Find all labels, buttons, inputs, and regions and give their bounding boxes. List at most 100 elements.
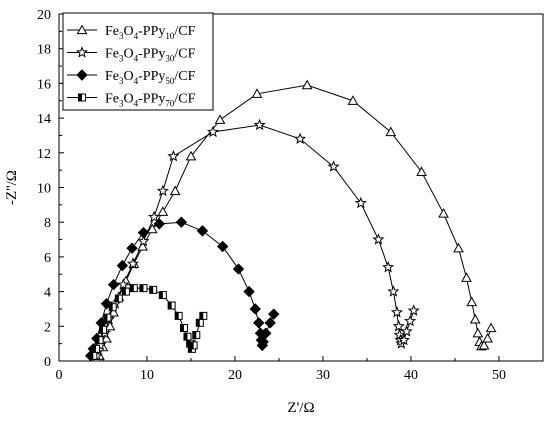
y-tick-label: 8 xyxy=(44,216,51,231)
data-point xyxy=(157,206,169,216)
legend-marker xyxy=(76,24,88,35)
data-point xyxy=(174,311,183,320)
series-markers xyxy=(84,79,497,362)
data-point xyxy=(149,285,158,294)
data-point xyxy=(103,313,112,322)
legend-marker xyxy=(75,46,89,58)
x-tick-label: 20 xyxy=(228,368,242,383)
data-point xyxy=(167,301,176,310)
legend-label: Fe3O4-PPy50/CF xyxy=(105,69,196,86)
data-point xyxy=(196,225,209,237)
y-tick-label: 10 xyxy=(37,182,51,197)
x-tick-label: 10 xyxy=(140,368,154,383)
data-point xyxy=(108,303,117,312)
data-point xyxy=(466,296,478,307)
legend-item: Fe3O4-PPy30/CF xyxy=(67,46,196,64)
data-point xyxy=(253,317,265,329)
data-point xyxy=(137,234,150,247)
data-point xyxy=(482,332,493,343)
y-tick-label: 0 xyxy=(44,355,51,370)
data-point xyxy=(158,291,167,300)
plot-area xyxy=(58,13,544,362)
data-point xyxy=(192,330,201,339)
x-tick-label: 50 xyxy=(492,368,506,383)
data-point xyxy=(153,218,166,230)
data-point xyxy=(400,325,413,337)
data-point xyxy=(354,196,367,209)
data-point xyxy=(397,333,410,346)
data-point xyxy=(385,126,397,137)
data-point xyxy=(416,166,427,176)
data-point xyxy=(129,284,138,293)
data-point xyxy=(249,303,261,315)
data-point xyxy=(453,242,464,253)
data-point xyxy=(260,327,272,339)
data-point xyxy=(91,344,100,353)
data-point xyxy=(185,150,197,161)
x-axis-label: Z'/Ω xyxy=(287,400,314,416)
legend-item: Fe3O4-PPy50/CF xyxy=(67,69,196,86)
data-point xyxy=(126,257,139,269)
data-point xyxy=(485,322,497,333)
data-point xyxy=(189,341,198,350)
data-point xyxy=(183,332,192,341)
data-point xyxy=(214,114,226,124)
legend-item: Fe3O4-PPy70/CF xyxy=(67,92,196,109)
data-point xyxy=(107,278,120,291)
x-tick-label: 0 xyxy=(56,368,63,383)
data-point xyxy=(438,207,449,218)
x-tick-label: 30 xyxy=(316,368,330,383)
data-point xyxy=(216,240,229,253)
data-point xyxy=(382,260,395,273)
data-point xyxy=(95,336,104,345)
x-axis: 0 10 20 30 40 50 xyxy=(56,356,506,383)
data-point xyxy=(175,216,188,228)
data-point xyxy=(147,210,161,223)
data-point xyxy=(195,318,204,327)
y-tick-label: 12 xyxy=(37,147,51,162)
data-point xyxy=(179,324,188,333)
data-point xyxy=(478,339,490,350)
data-point xyxy=(294,132,307,145)
legend-label: Fe3O4-PPy10/CF xyxy=(105,24,196,41)
data-point xyxy=(114,294,123,303)
x-tick-label: 40 xyxy=(404,368,418,383)
data-point xyxy=(139,284,148,293)
y-tick-label: 6 xyxy=(44,251,51,266)
data-point xyxy=(101,332,112,343)
data-point xyxy=(169,185,181,196)
y-tick-label: 16 xyxy=(37,77,51,92)
data-point xyxy=(407,304,420,316)
data-point xyxy=(126,242,138,254)
data-point xyxy=(387,285,400,297)
data-point xyxy=(121,287,130,296)
data-point xyxy=(146,223,158,234)
data-point xyxy=(301,79,313,90)
y-axis-label: -Z''/Ω xyxy=(4,170,20,205)
data-point xyxy=(251,88,263,98)
data-point xyxy=(99,325,107,334)
legend: Fe3O4-PPy10/CF Fe3O4-PPy30/CF Fe3O4-PPy50/… xyxy=(62,12,214,111)
data-point xyxy=(167,149,180,162)
data-point xyxy=(392,319,405,332)
data-point xyxy=(243,285,255,298)
data-point xyxy=(461,272,472,282)
data-point xyxy=(390,306,403,318)
data-point xyxy=(89,351,98,360)
data-point xyxy=(104,320,116,331)
data-point xyxy=(372,233,385,245)
data-point xyxy=(253,118,266,131)
y-tick-label: 20 xyxy=(37,8,51,23)
y-tick-label: 4 xyxy=(44,286,51,301)
data-point xyxy=(327,160,340,172)
y-tick-label: 14 xyxy=(37,112,51,127)
data-point xyxy=(137,226,150,239)
data-point xyxy=(469,313,481,324)
y-tick-label: 2 xyxy=(44,320,51,335)
data-point xyxy=(116,259,129,272)
data-point xyxy=(199,311,208,320)
data-point xyxy=(206,125,220,138)
data-point xyxy=(257,336,269,348)
legend-label: Fe3O4-PPy70/CF xyxy=(105,92,196,109)
